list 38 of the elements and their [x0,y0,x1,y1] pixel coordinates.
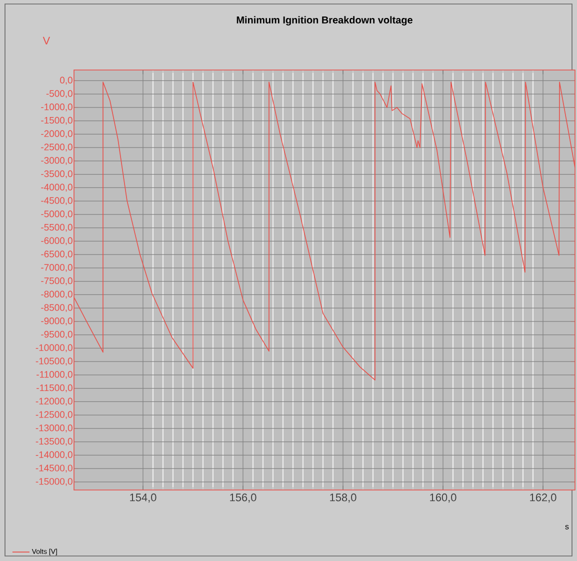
y-tick-label: -6000,0 [41,237,72,246]
x-tick-label: 158,0 [330,494,356,503]
y-tick-label: 0,0 [60,76,72,85]
y-tick-label: -1500,0 [41,116,72,125]
y-tick-label: -10000,0 [36,344,72,352]
y-tick-label: -7500,0 [41,277,72,286]
y-tick-label: -8500,0 [41,304,72,312]
y-tick-label: -500,0 [46,90,72,98]
y-tick-label: -15000,0 [36,478,72,486]
y-tick-label: -4500,0 [41,197,72,205]
y-tick-label: -4000,0 [41,184,72,192]
y-tick-label: -11500,0 [36,384,72,392]
y-tick-label: -14500,0 [36,464,72,473]
y-tick-label: -10500,0 [36,358,72,366]
y-tick-label: -9000,0 [41,318,72,326]
y-tick-label: -12000,0 [36,398,72,406]
y-tick-label: -5000,0 [41,210,72,218]
x-tick-label: 156,0 [230,494,256,503]
y-tick-label: -3000,0 [41,157,72,165]
y-tick-label: -7000,0 [41,264,72,272]
y-tick-label: -6500,0 [41,250,72,258]
x-tick-label: 160,0 [430,494,456,503]
y-tick-label: -1000,0 [41,104,72,112]
y-tick-label: -2500,0 [41,144,72,152]
y-tick-label: -13000,0 [36,424,72,432]
chart-title: Minimum Ignition Breakdown voltage [236,16,412,26]
y-tick-label: -12500,0 [36,411,72,420]
y-tick-label: -13500,0 [36,438,72,446]
y-tick-label: -9500,0 [41,330,72,339]
y-tick-label: -14000,0 [36,451,72,460]
y-tick-label: -5500,0 [41,224,72,232]
y-axis-title: V [42,36,50,44]
y-tick-label: -11000,0 [36,371,72,379]
x-tick-label: 154,0 [130,494,156,503]
y-tick-label: -3500,0 [41,170,72,178]
y-tick-label: -8000,0 [41,290,72,299]
x-tick-label: 162,0 [530,494,556,503]
y-tick-label: -2000,0 [41,130,72,138]
